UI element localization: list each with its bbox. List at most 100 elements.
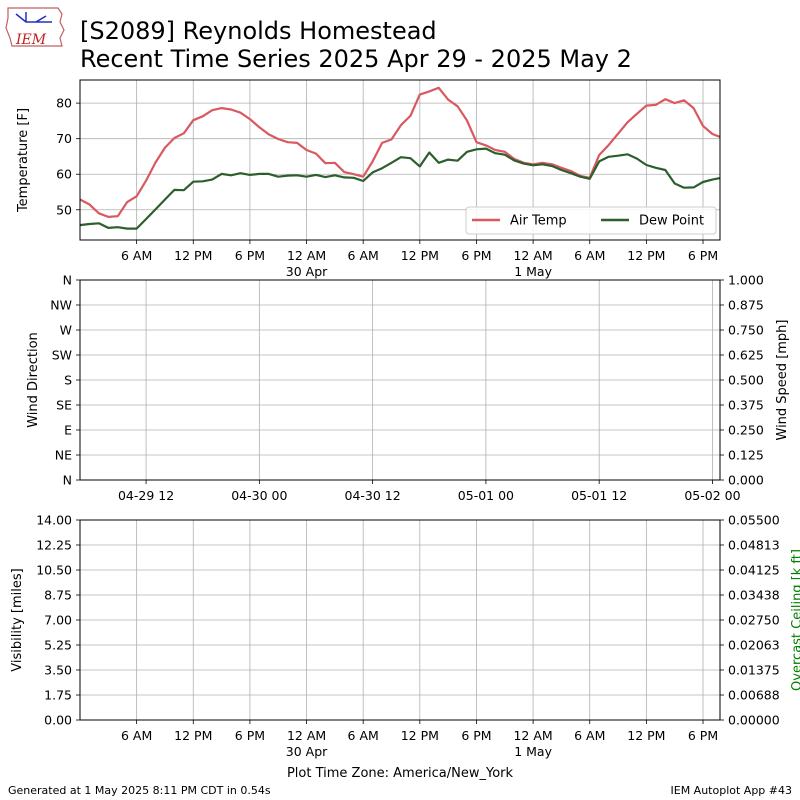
wind-direction-label-6: W: [60, 323, 72, 338]
vis-xtick-label-9: 12 PM: [627, 728, 665, 743]
wind-xtick-label-4: 05-01 12: [571, 488, 627, 503]
wind-direction-label-0: N: [63, 473, 72, 488]
temp-xtick-label-10: 6 PM: [688, 248, 718, 263]
ceiling-tick-label-4: 0.02750: [728, 613, 780, 628]
series-line-dew-point: [79, 147, 721, 230]
wind-speed-label-5: 0.625: [728, 348, 764, 363]
wind-symbol-icon: [15, 12, 52, 23]
wind-grid: [80, 279, 720, 481]
chart-title-line2: Recent Time Series 2025 Apr 29 - 2025 Ma…: [80, 45, 632, 73]
wind-direction-label-3: SE: [56, 398, 72, 413]
vis-ytick-label-0: 0.00: [44, 713, 72, 728]
vis-ytick-label-2: 3.50: [44, 663, 72, 678]
vis-ytick-label-1: 1.75: [44, 688, 72, 703]
temp-xtick-label-3: 12 AM: [287, 248, 326, 263]
temp-ytick-label-0: 50: [56, 202, 72, 217]
vis-ytick-label-8: 14.00: [36, 513, 72, 528]
wind-speed-label-0: 0.000: [728, 473, 764, 488]
vis-xtick-sublabel-7: 1 May: [514, 744, 552, 759]
vis-xtick-label-4: 6 AM: [348, 728, 379, 743]
temp-ytick-label-2: 70: [56, 131, 72, 146]
ceiling-tick-label-5: 0.03438: [728, 588, 780, 603]
ceiling-tick-label-3: 0.02063: [728, 638, 780, 653]
temp-xtick-label-6: 6 PM: [461, 248, 491, 263]
vis-ytick-label-7: 12.25: [36, 538, 72, 553]
vis-ytick-label-6: 10.50: [36, 563, 72, 578]
temperature-series: [79, 86, 721, 230]
temp-xtick-label-5: 12 PM: [401, 248, 439, 263]
wind-direction-label-8: N: [63, 273, 72, 288]
wind-xtick-label-0: 04-29 12: [118, 488, 174, 503]
temperature-ylabel: Temperature [F]: [16, 108, 31, 213]
vis-xtick-label-1: 12 PM: [174, 728, 212, 743]
vis-ytick-label-3: 5.25: [44, 638, 72, 653]
temp-xtick-label-2: 6 PM: [235, 248, 265, 263]
temp-xtick-label-0: 6 AM: [121, 248, 152, 263]
ceiling-tick-label-1: 0.00688: [728, 688, 780, 703]
wind-direction-label-1: NE: [55, 448, 72, 463]
wind-direction-label-2: E: [64, 423, 72, 438]
iem-logo: IEM: [5, 7, 65, 48]
wind-speed-label-7: 0.875: [728, 298, 764, 313]
temp-xtick-label-4: 6 AM: [348, 248, 379, 263]
logo-text: IEM: [15, 32, 47, 48]
app-credit: IEM Autoplot App #43: [671, 784, 793, 797]
wind-ticks: 04-29 12 04-30 00 04-30 12 05-01 00 05-01 12…: [50, 273, 764, 504]
wind-speed-label-4: 0.500: [728, 373, 764, 388]
legend-label-1: Dew Point: [639, 214, 704, 229]
wind-speed-label-1: 0.125: [728, 448, 764, 463]
legend-box: [465, 206, 717, 235]
vis-xtick-label-0: 6 AM: [121, 728, 152, 743]
wind-xtick-label-5: 05-02 00: [684, 488, 740, 503]
generated-note: Generated at 1 May 2025 8:11 PM CDT in 0…: [8, 784, 271, 797]
temp-xtick-label-1: 12 PM: [174, 248, 212, 263]
legend-label-0: Air Temp: [510, 214, 567, 229]
chart-title-line1: [S2089] Reynolds Homestead: [80, 17, 437, 45]
wind-direction-label-5: SW: [52, 348, 72, 363]
ceiling-tick-label-0: 0.00000: [728, 713, 780, 728]
wind-panel: 04-29 12 04-30 00 04-30 12 05-01 00 05-01 12…: [26, 273, 790, 504]
wind-direction-label-4: S: [64, 373, 72, 388]
vis-xtick-label-6: 6 PM: [461, 728, 491, 743]
ceiling-ylabel: Overcast Ceiling [k ft]: [790, 549, 800, 691]
wind-xtick-label-3: 05-01 00: [458, 488, 514, 503]
wind-speed-label-8: 1.000: [728, 273, 764, 288]
ceiling-tick-label-8: 0.05500: [728, 513, 780, 528]
vis-xtick-label-2: 6 PM: [235, 728, 265, 743]
vis-xtick-label-5: 12 PM: [401, 728, 439, 743]
ceiling-tick-label-6: 0.04125: [728, 563, 780, 578]
temp-xtick-label-7: 12 AM: [513, 248, 552, 263]
wind-xtick-label-1: 04-30 00: [231, 488, 287, 503]
vis-xtick-label-8: 6 AM: [574, 728, 605, 743]
temp-xtick-sublabel-7: 1 May: [514, 264, 552, 279]
vis-xtick-sublabel-3: 30 Apr: [286, 744, 328, 759]
vis-ytick-label-5: 8.75: [44, 588, 72, 603]
plot-timezone-label: Plot Time Zone: America/New_York: [287, 766, 514, 781]
wind-direction-ylabel: Wind Direction: [26, 332, 41, 428]
wind-speed-label-2: 0.250: [728, 423, 764, 438]
wind-xtick-label-2: 04-30 12: [345, 488, 401, 503]
temperature-axes-frame: [79, 79, 721, 241]
wind-speed-label-3: 0.375: [728, 398, 764, 413]
visibility-grid: [80, 519, 720, 721]
vis-xtick-label-7: 12 AM: [513, 728, 552, 743]
vis-ytick-label-4: 7.00: [44, 613, 72, 628]
wind-speed-ylabel: Wind Speed [mph]: [775, 320, 790, 441]
vis-xtick-label-3: 12 AM: [287, 728, 326, 743]
temp-ytick-label-3: 80: [56, 96, 72, 111]
temp-xtick-sublabel-3: 30 Apr: [286, 264, 328, 279]
series-line-air-temp: [79, 86, 721, 218]
vis-xtick-label-10: 6 PM: [688, 728, 718, 743]
ceiling-tick-label-2: 0.01375: [728, 663, 780, 678]
temp-xtick-label-9: 12 PM: [627, 248, 665, 263]
wind-speed-label-6: 0.750: [728, 323, 764, 338]
temperature-legend: Air Temp Dew Point: [465, 206, 717, 235]
wind-direction-label-7: NW: [50, 298, 72, 313]
temp-xtick-label-8: 6 AM: [574, 248, 605, 263]
ceiling-tick-label-7: 0.04813: [728, 538, 780, 553]
